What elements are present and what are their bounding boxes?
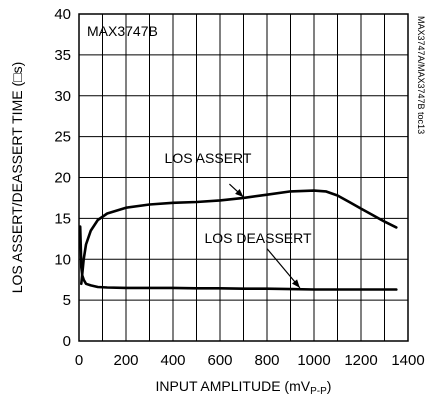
x-tick-label: 1200 xyxy=(344,352,377,369)
x-axis-title: INPUT AMPLITUDE (mVP-P) xyxy=(156,378,332,397)
series-layer xyxy=(78,189,398,291)
annotation-label: LOS ASSERT xyxy=(165,150,252,166)
y-axis-title: LOS ASSERT/DEASSERT TIME (□s) xyxy=(9,62,25,294)
y-tick-label: 30 xyxy=(54,88,71,105)
x-axis-title-main: INPUT AMPLITUDE (mV xyxy=(156,378,311,394)
y-tick-label: 0 xyxy=(63,333,71,350)
x-tick-label: 400 xyxy=(160,352,185,369)
annotation-arrowhead xyxy=(235,188,244,198)
tick-labels: 0 200 400 600 800 1000 1200 1400 0 5 10 15 20 25 30 35 4… xyxy=(54,6,424,369)
y-tick-label: 10 xyxy=(54,251,71,268)
annotation-arrow-line xyxy=(266,248,301,289)
annotations: LOS ASSERT LOS DEASSERT xyxy=(165,150,312,289)
y-tick-label: 5 xyxy=(63,292,71,309)
y-tick-label: 15 xyxy=(54,210,71,227)
x-tick-label: 200 xyxy=(113,352,138,369)
series-line-los-assert xyxy=(80,189,398,286)
x-axis-title-sub: P-P xyxy=(310,386,327,397)
series-line-los-deassert xyxy=(78,225,398,291)
x-axis-title-close: ) xyxy=(327,378,332,394)
grid xyxy=(79,14,408,341)
x-tick-label: 0 xyxy=(75,352,83,369)
x-tick-label: 1400 xyxy=(391,352,424,369)
x-tick-label: 600 xyxy=(207,352,232,369)
y-tick-label: 40 xyxy=(54,6,71,23)
annotation-arrowhead xyxy=(291,279,300,288)
x-tick-label: 800 xyxy=(254,352,279,369)
side-label: MAX3747A/MAX3747B toc13 xyxy=(416,16,425,134)
chart-id-label: MAX3747B xyxy=(87,23,158,39)
y-tick-label: 25 xyxy=(54,129,71,146)
y-tick-label: 35 xyxy=(54,47,71,64)
annotation-label: LOS DEASSERT xyxy=(204,230,312,246)
plot-frame xyxy=(78,13,409,342)
y-tick-label: 20 xyxy=(54,170,71,187)
x-tick-label: 1000 xyxy=(297,352,330,369)
